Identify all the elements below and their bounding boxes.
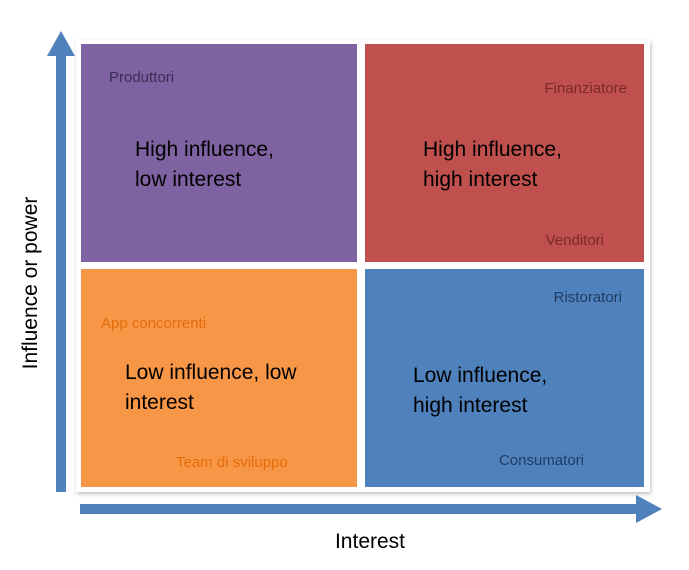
x-axis-label: Interest [334, 530, 406, 553]
quadrant-high-influence-high-interest: Finanziatore High influence, high intere… [365, 44, 644, 262]
quadrant-low-influence-high-interest: Ristoratori Low influence, high interest… [365, 269, 644, 487]
quadrant-label-low-low: Low influence, low interest [125, 361, 297, 414]
quadrant-label-low-high: Low influence, high interest [413, 364, 548, 417]
stakeholder-ristoratori: Ristoratori [553, 289, 622, 306]
quadrant-low-influence-low-interest: App concorrenti Low influence, low inter… [81, 269, 357, 487]
stakeholder-produttori: Produttori [109, 69, 175, 86]
stakeholder-team-di-sviluppo: Team di sviluppo [176, 454, 288, 471]
quadrant-label-high-high: High influence, high interest [423, 138, 562, 191]
y-axis-label: Influence or power [19, 196, 42, 370]
stakeholder-consumatori: Consumatori [498, 452, 584, 469]
quadrant-high-influence-low-interest: Produttori High influence, low interest [81, 44, 357, 262]
y-axis-arrow [47, 31, 75, 492]
stakeholder-app-concorrenti: App concorrenti [101, 315, 207, 332]
stakeholder-venditori: Venditori [545, 232, 604, 249]
stakeholder-finanziatore: Finanziatore [544, 80, 627, 97]
x-axis-arrow [80, 495, 662, 523]
quadrant-label-high-low: High influence, low interest [135, 138, 274, 191]
